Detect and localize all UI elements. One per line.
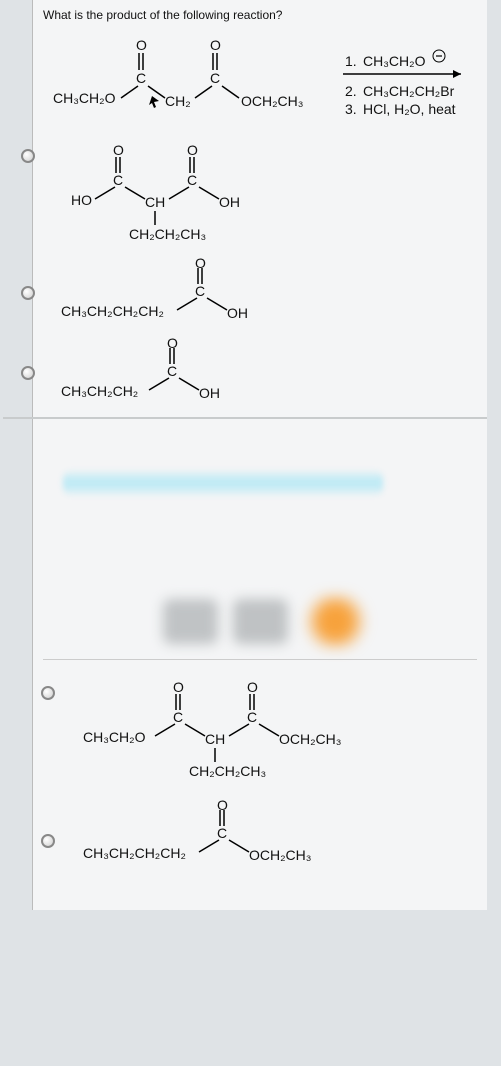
cond2-num: 2. bbox=[345, 83, 357, 99]
svg-text:CH₂CH₂CH₃: CH₂CH₂CH₃ bbox=[129, 226, 206, 242]
bottom-options: CH₃CH₂O C O CH C O OCH₂CH₃ CH₂CH₂CH₃ bbox=[43, 659, 477, 880]
option-b-structure: CH₃CH₂CH₂CH₂ C O OH bbox=[61, 258, 321, 338]
option-e-structure: CH₃CH₂CH₂CH₂ C O OCH₂CH₃ bbox=[83, 800, 443, 880]
radio-b[interactable] bbox=[21, 286, 35, 300]
radio-d[interactable] bbox=[41, 686, 55, 700]
svg-text:OCH₂CH₃: OCH₂CH₃ bbox=[249, 847, 311, 863]
highlight-blur bbox=[63, 469, 383, 497]
reactant-right: OCH₂CH₃ bbox=[241, 93, 303, 109]
svg-text:OH: OH bbox=[227, 305, 248, 321]
svg-text:CH₃CH₂CH₂CH₂: CH₃CH₂CH₂CH₂ bbox=[83, 845, 186, 861]
svg-text:C: C bbox=[173, 709, 183, 725]
option-a-row: HO C O CH C O OH CH₂CH₂CH₃ bbox=[43, 143, 477, 258]
svg-text:CH₃CH₂CH₂: CH₃CH₂CH₂ bbox=[61, 383, 138, 399]
svg-text:C: C bbox=[195, 283, 205, 299]
svg-text:C: C bbox=[217, 825, 227, 841]
option-c-structure: CH₃CH₂CH₂ C O OH bbox=[61, 338, 321, 413]
radio-a[interactable] bbox=[21, 149, 35, 163]
option-a-structure: HO C O CH C O OH CH₂CH₂CH₃ bbox=[61, 143, 321, 258]
reactant-left: CH₃CH₂O bbox=[53, 90, 116, 106]
grey-blob-2 bbox=[233, 599, 288, 644]
option-b-row: CH₃CH₂CH₂CH₂ C O OH bbox=[43, 258, 477, 338]
svg-text:HO: HO bbox=[71, 192, 92, 208]
option-d-row: CH₃CH₂O C O CH C O OCH₂CH₃ CH₂CH₂CH₃ bbox=[43, 680, 477, 800]
svg-text:CH₃CH₂O: CH₃CH₂O bbox=[83, 729, 146, 745]
cond2: CH₃CH₂CH₂Br bbox=[363, 83, 455, 99]
svg-text:O: O bbox=[187, 143, 198, 158]
cond1: CH₃CH₂O bbox=[363, 53, 426, 69]
grey-blob-1 bbox=[163, 599, 218, 644]
svg-text:O: O bbox=[136, 37, 147, 53]
option-e-row: CH₃CH₂CH₂CH₂ C O OCH₂CH₃ bbox=[43, 800, 477, 880]
blurred-region bbox=[43, 419, 477, 659]
option-d-structure: CH₃CH₂O C O CH C O OCH₂CH₃ CH₂CH₂CH₃ bbox=[83, 680, 463, 800]
svg-text:OCH₂CH₃: OCH₂CH₃ bbox=[279, 731, 341, 747]
cond3-num: 3. bbox=[345, 101, 357, 117]
svg-text:CH₃CH₂CH₂CH₂: CH₃CH₂CH₂CH₂ bbox=[61, 303, 164, 319]
cond3: HCl, H₂O, heat bbox=[363, 101, 456, 117]
question-text: What is the product of the following rea… bbox=[43, 8, 477, 22]
svg-text:CH: CH bbox=[205, 731, 225, 747]
cond1-num: 1. bbox=[345, 53, 357, 69]
radio-c[interactable] bbox=[21, 366, 35, 380]
reactant-mid: CH₂ bbox=[165, 93, 191, 109]
svg-text:C: C bbox=[136, 70, 146, 86]
radio-e[interactable] bbox=[41, 834, 55, 848]
cursor-icon bbox=[149, 96, 159, 108]
svg-text:C: C bbox=[187, 172, 197, 188]
svg-text:O: O bbox=[167, 338, 178, 351]
svg-text:OH: OH bbox=[199, 385, 220, 401]
svg-text:C: C bbox=[113, 172, 123, 188]
svg-text:O: O bbox=[195, 258, 206, 271]
orange-blob bbox=[303, 594, 368, 649]
svg-text:O: O bbox=[217, 800, 228, 813]
svg-text:O: O bbox=[210, 37, 221, 53]
svg-text:C: C bbox=[210, 70, 220, 86]
svg-text:C: C bbox=[167, 363, 177, 379]
svg-text:C: C bbox=[247, 709, 257, 725]
reaction-scheme: CH₃CH₂O C O CH₂ C O OCH₂CH₃ 1. CH₃CH₂O 2… bbox=[43, 28, 483, 138]
svg-text:CH₂CH₂CH₃: CH₂CH₂CH₃ bbox=[189, 763, 266, 779]
svg-text:O: O bbox=[113, 143, 124, 158]
svg-text:O: O bbox=[173, 680, 184, 695]
svg-text:CH: CH bbox=[145, 194, 165, 210]
problem-page: What is the product of the following rea… bbox=[32, 0, 487, 910]
svg-text:O: O bbox=[247, 680, 258, 695]
svg-text:OH: OH bbox=[219, 194, 240, 210]
option-c-row: CH₃CH₂CH₂ C O OH bbox=[43, 338, 477, 413]
